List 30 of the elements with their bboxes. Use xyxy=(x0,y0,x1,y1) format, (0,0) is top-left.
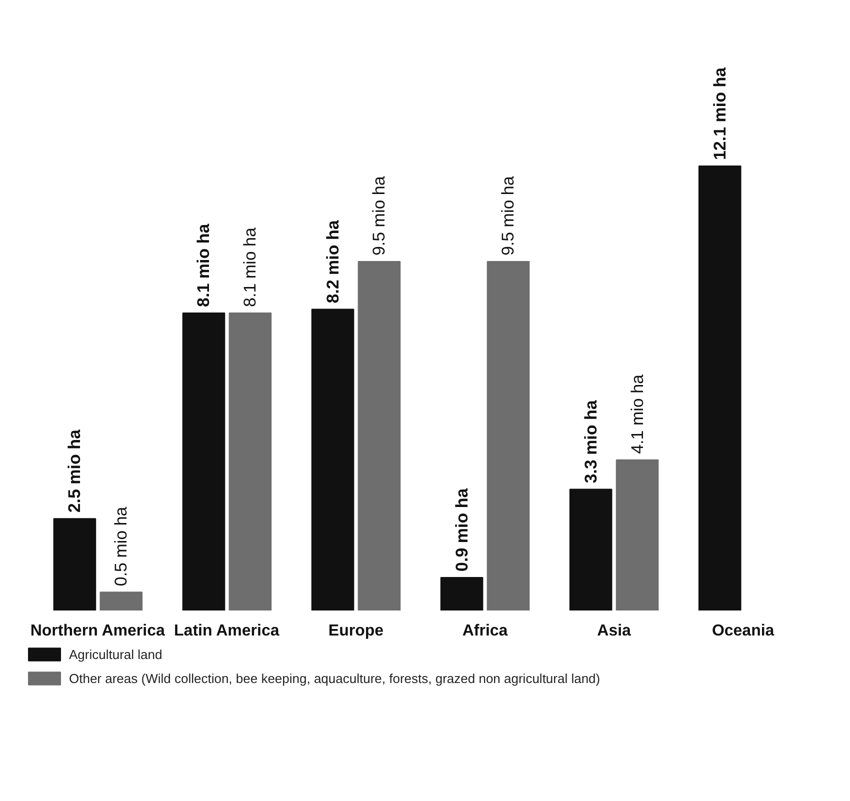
bar xyxy=(440,576,484,610)
x-tick-label: Oceania xyxy=(712,622,774,640)
bar xyxy=(182,312,226,610)
data-label: 0.5 mio ha xyxy=(112,506,131,586)
data-label: 4.1 mio ha xyxy=(628,374,647,454)
data-label: 8.1 mio ha xyxy=(194,223,214,307)
x-tick-label: Africa xyxy=(462,622,508,640)
data-label: 9.5 mio ha xyxy=(370,176,389,256)
data-label: 8.1 mio ha xyxy=(240,227,260,307)
data-label: 2.5 mio ha xyxy=(65,428,84,513)
bar xyxy=(486,261,530,610)
data-label: 0.9 mio ha xyxy=(452,488,472,572)
legend-label: Agricultural land xyxy=(69,646,162,662)
data-label: 9.5 mio ha xyxy=(498,176,518,256)
bar xyxy=(100,592,143,610)
legend-label: Other areas (Wild collection, bee keeping, aquaculture, forests, grazed non agricultural land) xyxy=(69,670,600,686)
x-tick-label: Latin America xyxy=(174,622,280,640)
bar xyxy=(616,459,659,610)
bar xyxy=(53,518,96,610)
bar xyxy=(311,308,354,610)
bar xyxy=(358,261,401,610)
bar xyxy=(228,312,272,610)
data-label: 12.1 mio ha xyxy=(710,66,730,160)
data-label: 3.3 mio ha xyxy=(581,400,600,484)
data-label: 8.2 mio ha xyxy=(323,220,342,304)
x-tick-label: Europe xyxy=(328,622,384,640)
bar xyxy=(569,488,612,610)
bar xyxy=(698,166,742,610)
x-tick-label: Northern America xyxy=(30,622,165,640)
x-tick-label: Asia xyxy=(597,622,632,640)
